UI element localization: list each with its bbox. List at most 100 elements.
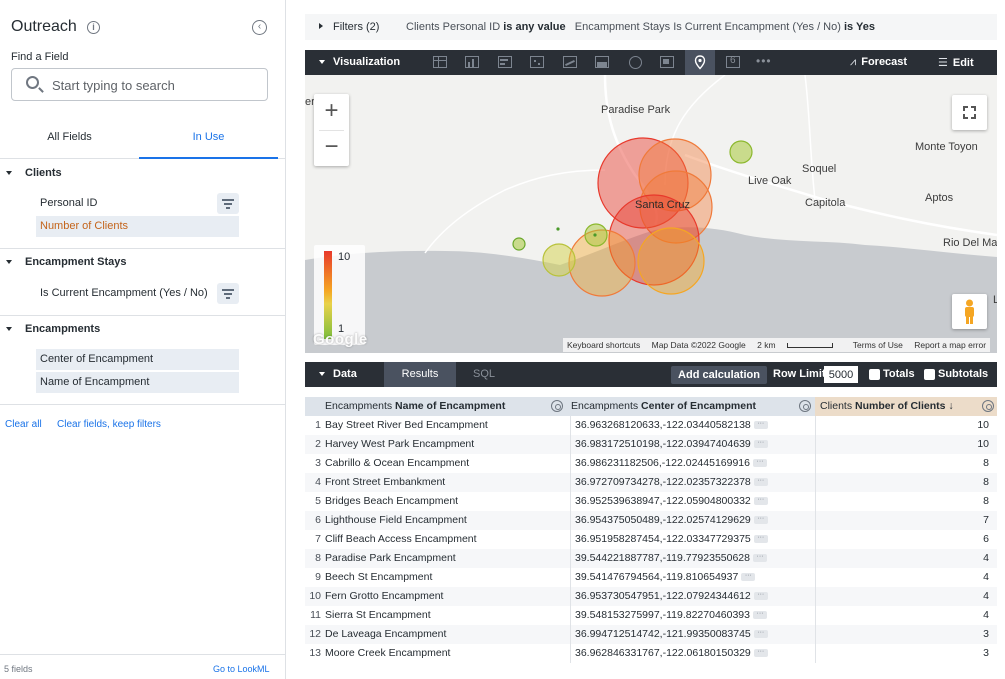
gear-icon[interactable] (799, 400, 811, 412)
table-row[interactable]: 7 Cliff Beach Access Encampment 36.9519582… (305, 530, 997, 549)
ellipsis-icon[interactable]: ··· (753, 648, 768, 658)
tab-in-use[interactable]: In Use (139, 118, 278, 159)
line-chart-icon[interactable] (562, 54, 579, 71)
zoom-out-button[interactable]: − (324, 133, 339, 160)
street-view-pegman-icon[interactable] (952, 294, 987, 329)
static-map-icon[interactable] (659, 54, 676, 71)
cell-center[interactable]: 36.962846331767,-122.06180150329 ··· (570, 644, 815, 663)
table-row[interactable]: 3 Cabrillo & Ocean Encampment 36.986231182… (305, 454, 997, 473)
caret-down-icon[interactable] (319, 60, 325, 64)
field-center-of-encampment[interactable]: Center of Encampment (36, 349, 239, 370)
filter-icon[interactable] (217, 283, 239, 304)
ellipsis-icon[interactable]: ··· (752, 553, 767, 563)
table-row[interactable]: 2 Harvey West Park Encampment 36.983172510… (305, 435, 997, 454)
table-row[interactable]: 13 Moore Creek Encampment 36.962846331767,… (305, 644, 997, 663)
cell-name[interactable]: Lighthouse Field Encampment (325, 514, 467, 526)
cell-center[interactable]: 36.986231182506,-122.02445169916 ··· (570, 454, 815, 473)
cell-center[interactable]: 36.953730547951,-122.07924344612 ··· (570, 587, 815, 606)
cell-count[interactable]: 8 (815, 473, 989, 492)
subtotals-checkbox[interactable] (924, 369, 935, 380)
table-row[interactable]: 5 Bridges Beach Encampment 36.952539638947… (305, 492, 997, 511)
single-value-icon[interactable]: 6 (725, 54, 742, 71)
edit-viz-button[interactable]: ☰ Edit (938, 57, 974, 69)
cell-count[interactable]: 10 (815, 435, 989, 454)
cell-count[interactable]: 8 (815, 454, 989, 473)
header-center-of-encampment[interactable]: Encampments Center of Encampment (571, 400, 756, 412)
ellipsis-icon[interactable]: ··· (753, 534, 768, 544)
cell-center[interactable]: 36.951958287454,-122.03347729375 ··· (570, 530, 815, 549)
cell-name[interactable]: Cliff Beach Access Encampment (325, 533, 477, 545)
table-row[interactable]: 1 Bay Street River Bed Encampment 36.96326… (305, 416, 997, 435)
forecast-button[interactable]: ⩘ Forecast (850, 56, 908, 68)
filters-label[interactable]: Filters (2) (333, 21, 380, 33)
cell-name[interactable]: Fern Grotto Encampment (325, 590, 444, 602)
ellipsis-icon[interactable]: ··· (741, 572, 756, 582)
tab-results[interactable]: Results (384, 362, 456, 387)
collapse-sidebar-icon[interactable]: ‹ (252, 20, 267, 35)
field-number-of-clients[interactable]: Number of Clients (36, 216, 239, 237)
ellipsis-icon[interactable]: ··· (752, 610, 767, 620)
ellipsis-icon[interactable]: ··· (753, 420, 768, 430)
data-label[interactable]: Data (333, 368, 357, 380)
cell-name[interactable]: Bridges Beach Encampment (325, 495, 459, 507)
cell-name[interactable]: Sierra St Encampment (325, 609, 431, 621)
cell-center[interactable]: 36.972709734278,-122.02357322378 ··· (570, 473, 815, 492)
cell-name[interactable]: Bay Street River Bed Encampment (325, 419, 488, 431)
scatter-chart-icon[interactable] (529, 54, 546, 71)
cell-count[interactable]: 6 (815, 530, 989, 549)
bar-chart-icon[interactable] (497, 54, 514, 71)
field-personal-id[interactable]: Personal ID (40, 197, 98, 209)
cell-count[interactable]: 4 (815, 606, 989, 625)
cell-count[interactable]: 4 (815, 549, 989, 568)
totals-checkbox[interactable] (869, 369, 880, 380)
column-chart-icon[interactable] (464, 54, 481, 71)
filter-icon[interactable] (217, 193, 239, 214)
cell-name[interactable]: Paradise Park Encampment (325, 552, 456, 564)
table-row[interactable]: 12 De Laveaga Encampment 36.994712514742,-… (305, 625, 997, 644)
cell-center[interactable]: 36.952539638947,-122.05904800332 ··· (570, 492, 815, 511)
clear-all-link[interactable]: Clear all (5, 419, 42, 430)
terms-link[interactable]: Terms of Use (852, 340, 903, 350)
group-encampment-stays[interactable]: Encampment Stays (0, 256, 286, 276)
field-search-box[interactable] (11, 68, 268, 101)
pie-chart-icon[interactable] (627, 54, 644, 71)
table-row[interactable]: 10 Fern Grotto Encampment 36.953730547951,… (305, 587, 997, 606)
cell-center[interactable]: 36.983172510198,-122.03947404639 ··· (570, 435, 815, 454)
cell-name[interactable]: Front Street Embankment (325, 476, 446, 488)
cell-count[interactable]: 3 (815, 644, 989, 663)
report-error-link[interactable]: Report a map error (914, 340, 987, 350)
cell-count[interactable]: 7 (815, 511, 989, 530)
header-name-of-encampment[interactable]: Encampments Name of Encampment (325, 400, 506, 412)
ellipsis-icon[interactable]: ··· (753, 439, 768, 449)
interactive-map-icon[interactable] (685, 50, 715, 75)
table-row[interactable]: 11 Sierra St Encampment 39.548153275997,-1… (305, 606, 997, 625)
visualization-label[interactable]: Visualization (333, 56, 401, 68)
group-encampments[interactable]: Encampments (0, 323, 286, 343)
cell-name[interactable]: Moore Creek Encampment (325, 647, 451, 659)
gear-icon[interactable] (982, 400, 994, 412)
info-icon[interactable]: i (87, 21, 100, 34)
field-search-input[interactable] (52, 75, 252, 95)
cell-count[interactable]: 3 (815, 625, 989, 644)
cell-center[interactable]: 36.954375050489,-122.02574129629 ··· (570, 511, 815, 530)
header-number-of-clients[interactable]: Clients Number of Clients ↓ (815, 397, 997, 416)
interactive-map[interactable]: Paradise Park Soquel Monte Toyon Live Oa… (305, 75, 997, 353)
table-viz-icon[interactable] (432, 54, 449, 71)
cell-center[interactable]: 39.544221887787,-119.77923550628 ··· (570, 549, 815, 568)
cell-name[interactable]: Beech St Encampment (325, 571, 433, 583)
caret-down-icon[interactable] (319, 372, 325, 376)
fullscreen-button[interactable] (952, 95, 987, 130)
ellipsis-icon[interactable]: ··· (753, 629, 768, 639)
ellipsis-icon[interactable]: ··· (753, 515, 768, 525)
ellipsis-icon[interactable]: ··· (753, 477, 768, 487)
keyboard-shortcuts-link[interactable]: Keyboard shortcuts (567, 340, 641, 350)
group-clients[interactable]: Clients (0, 167, 286, 187)
cell-count[interactable]: 10 (815, 416, 989, 435)
area-chart-icon[interactable] (594, 54, 611, 71)
cell-center[interactable]: 39.541476794564,-119.810654937 ··· (570, 568, 815, 587)
row-limit-input[interactable] (824, 366, 858, 383)
ellipsis-icon[interactable]: ··· (752, 458, 767, 468)
field-name-of-encampment[interactable]: Name of Encampment (36, 372, 239, 393)
table-row[interactable]: 8 Paradise Park Encampment 39.544221887787… (305, 549, 997, 568)
cell-count[interactable]: 8 (815, 492, 989, 511)
